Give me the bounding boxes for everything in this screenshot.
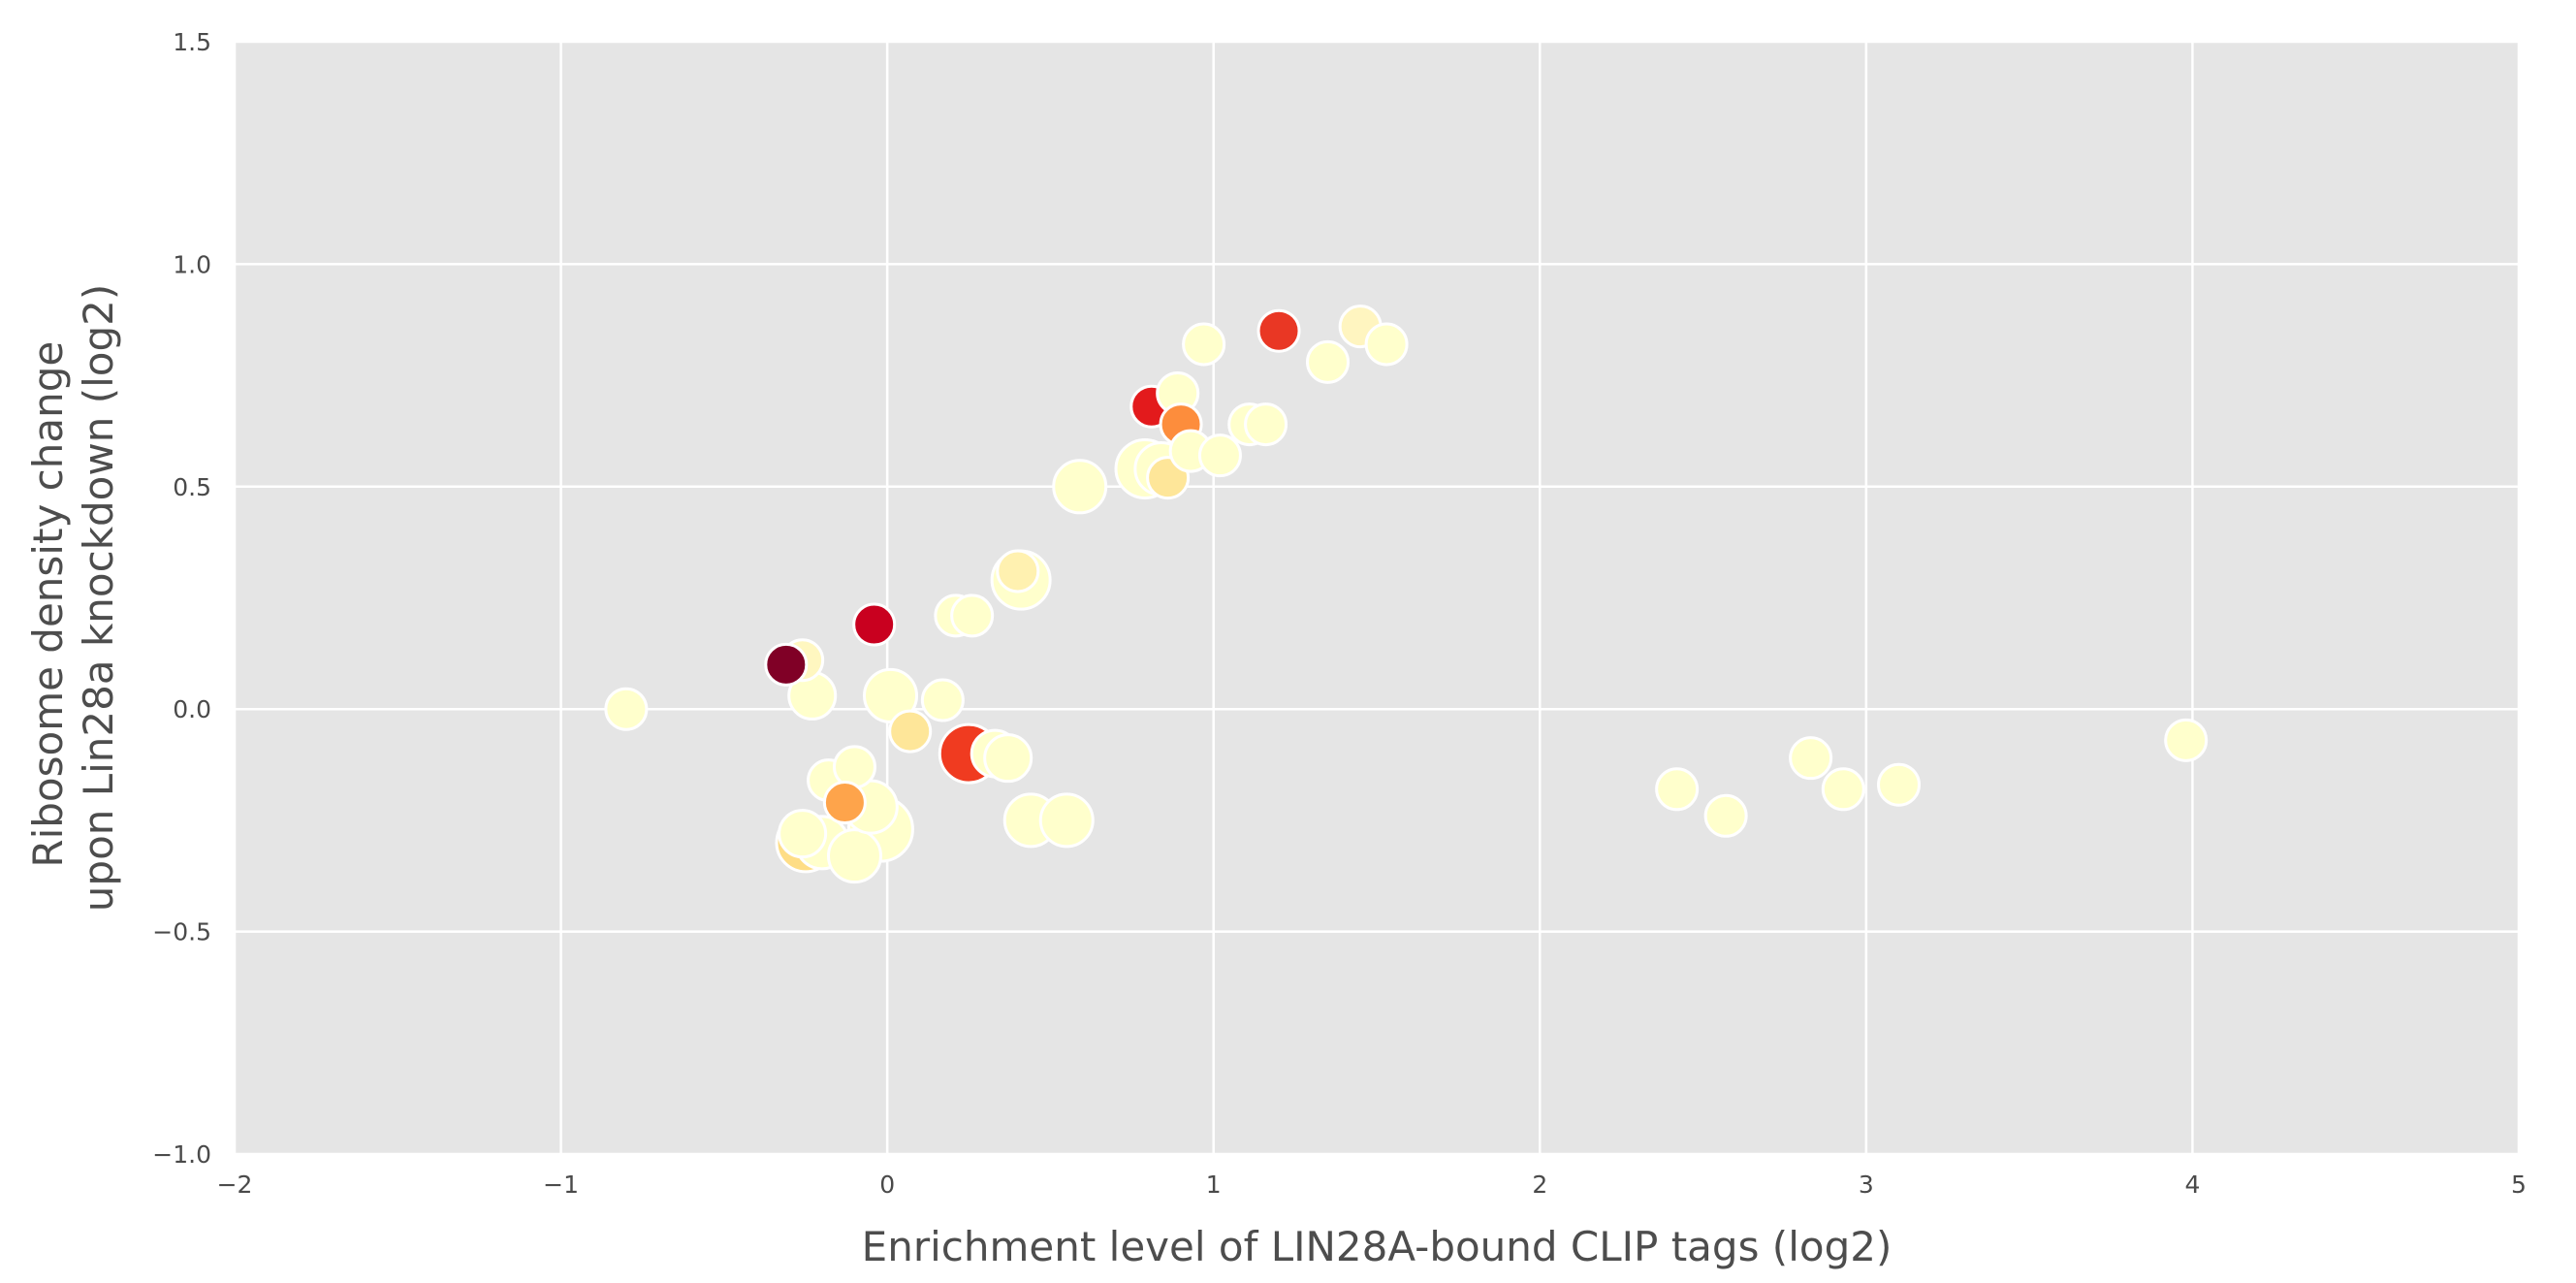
data-point [604, 687, 649, 731]
data-point [1821, 767, 1865, 812]
data-point [996, 549, 1040, 593]
y-axis-title-line-2: upon Lin28a knockdown (log2) [75, 284, 122, 912]
data-point [1703, 793, 1748, 838]
data-point [920, 678, 965, 722]
y-tick-label: −0.5 [152, 918, 211, 946]
data-point [826, 828, 882, 884]
y-tick-label: 0.0 [173, 695, 211, 723]
data-point [950, 593, 995, 638]
data-point [888, 709, 933, 754]
x-tick-label: 5 [2511, 1171, 2527, 1199]
x-axis-title: Enrichment level of LIN28A-bound CLIP ta… [862, 1223, 1892, 1270]
data-point [1789, 736, 1833, 781]
data-point [1197, 433, 1242, 478]
data-point [1244, 402, 1288, 447]
data-point [778, 809, 828, 859]
x-tick-label: −2 [217, 1171, 253, 1199]
data-point [1182, 322, 1226, 367]
y-tick-label: 1.0 [173, 250, 211, 278]
data-point [2164, 718, 2209, 762]
data-points [604, 305, 2209, 884]
y-tick-label: 0.5 [173, 473, 211, 501]
data-point [1052, 459, 1108, 515]
data-point [983, 733, 1034, 784]
data-point [1364, 322, 1409, 367]
y-axis-title-line-1: Ribosome density change [24, 341, 72, 868]
data-point [1038, 792, 1095, 849]
data-point [852, 602, 897, 647]
tick-labels: −2 −1 0 1 2 3 4 5 −1.0 −0.5 0.0 0.5 1.0 1.5 [152, 28, 2527, 1199]
y-tick-label: 1.5 [173, 28, 211, 56]
x-tick-label: −1 [543, 1171, 579, 1199]
plot-area [235, 42, 2519, 1154]
y-tick-label: −1.0 [152, 1140, 211, 1169]
x-tick-label: 3 [1859, 1171, 1874, 1199]
data-point [822, 781, 867, 825]
x-tick-label: 1 [1206, 1171, 1222, 1199]
x-tick-label: 0 [879, 1171, 895, 1199]
data-point [764, 642, 809, 687]
data-point [1306, 339, 1351, 384]
y-axis-title: Ribosome density change upon Lin28a knoc… [24, 284, 122, 912]
data-point [1256, 308, 1301, 353]
x-tick-label: 2 [1532, 1171, 1547, 1199]
data-point [1655, 767, 1700, 812]
x-tick-label: 4 [2184, 1171, 2200, 1199]
data-point [1877, 762, 1922, 807]
